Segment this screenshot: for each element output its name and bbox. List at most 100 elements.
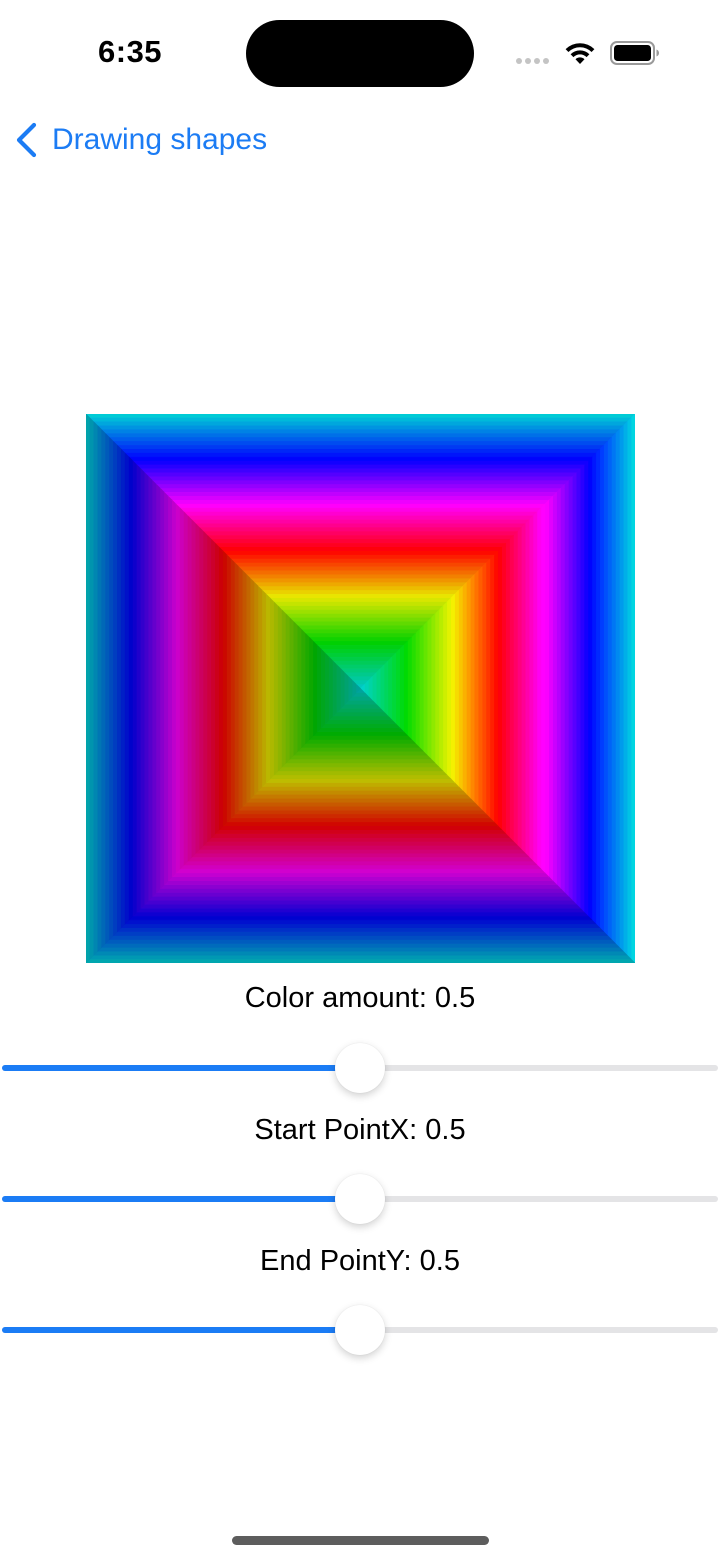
- gradient-band-right: [462, 581, 467, 796]
- gradient-band-right: [524, 519, 530, 858]
- gradient-band-left: [309, 636, 314, 741]
- gradient-band-left: [324, 652, 330, 725]
- gradient-band-top: [151, 480, 570, 485]
- gradient-band-bottom: [195, 848, 526, 854]
- gradient-band-top: [289, 617, 432, 623]
- gradient-band-right: [438, 605, 444, 772]
- gradient-band-right: [387, 656, 393, 721]
- gradient-band-top: [179, 507, 542, 513]
- gradient-band-bottom: [261, 782, 460, 787]
- status-time: 6:35: [98, 34, 163, 69]
- gradient-band-left: [179, 507, 185, 870]
- gradient-band-bottom: [238, 805, 483, 811]
- slider-fill: [2, 1327, 360, 1333]
- gradient-band-left: [199, 526, 204, 851]
- slider-thumb[interactable]: [335, 1174, 385, 1224]
- dynamic-island: [246, 20, 474, 87]
- gradient-band-left: [168, 495, 173, 882]
- gradient-band-bottom: [100, 943, 621, 948]
- gradient-band-right: [626, 417, 632, 960]
- gradient-band-top: [336, 664, 385, 670]
- gradient-band-top: [328, 656, 393, 662]
- gradient-band-left: [348, 676, 353, 701]
- start-point-x-slider[interactable]: [2, 1171, 718, 1227]
- wifi-icon: [565, 43, 595, 64]
- gradient-band-top: [242, 570, 479, 576]
- gradient-band-left: [93, 421, 99, 956]
- gradient-band-bottom: [222, 821, 499, 827]
- gradient-band-right: [379, 664, 385, 713]
- slider-thumb[interactable]: [335, 1043, 385, 1093]
- gradient-band-bottom: [257, 786, 464, 791]
- gradient-band-bottom: [344, 699, 377, 705]
- gradient-band-bottom: [316, 727, 405, 732]
- gradient-band-bottom: [218, 825, 503, 830]
- end-point-y-slider[interactable]: [2, 1302, 718, 1358]
- gradient-band-right: [415, 628, 420, 749]
- gradient-band-bottom: [289, 754, 432, 760]
- gradient-band-top: [112, 441, 609, 446]
- gradient-band-right: [517, 526, 522, 851]
- gradient-band-bottom: [171, 872, 550, 878]
- gradient-band-left: [242, 570, 248, 807]
- gradient-band-top: [297, 625, 424, 630]
- gradient-band-bottom: [128, 915, 593, 921]
- gradient-band-bottom: [332, 711, 389, 717]
- gradient-band-top: [304, 633, 417, 638]
- gradient-band-top: [140, 468, 581, 474]
- gradient-band-left: [191, 519, 197, 858]
- gradient-band-top: [100, 429, 621, 434]
- gradient-band-left: [328, 656, 334, 721]
- gradient-band-top: [230, 558, 491, 564]
- gradient-band-right: [411, 632, 416, 745]
- gradient-band-bottom: [202, 841, 519, 846]
- slider-thumb[interactable]: [335, 1305, 385, 1355]
- gradient-band-right: [536, 507, 542, 870]
- gradient-band-left: [113, 440, 118, 937]
- gradient-band-right: [615, 428, 620, 949]
- gradient-band-left: [101, 428, 106, 949]
- gradient-band-top: [238, 566, 483, 572]
- color-amount-slider[interactable]: [2, 1040, 718, 1096]
- gradient-band-bottom: [93, 950, 628, 956]
- back-button[interactable]: Drawing shapes: [14, 118, 267, 162]
- gradient-band-right: [473, 570, 479, 807]
- gradient-band-top: [261, 590, 460, 595]
- gradient-band-bottom: [336, 707, 385, 713]
- gradient-band-bottom: [265, 778, 456, 783]
- gradient-band-bottom: [159, 884, 562, 889]
- gradient-band-right: [607, 436, 612, 941]
- gradient-band-left: [356, 683, 361, 694]
- gradient-band-right: [501, 542, 506, 835]
- gradient-band-right: [422, 621, 428, 756]
- gradient-band-bottom: [242, 801, 479, 807]
- gradient-band-right: [544, 499, 550, 878]
- gradient-band-left: [89, 417, 95, 960]
- gradient-band-bottom: [328, 715, 393, 721]
- gradient-band-top: [175, 503, 546, 509]
- gradient-band-bottom: [148, 896, 573, 901]
- gradient-band-bottom: [253, 790, 468, 795]
- gradient-band-right: [611, 432, 616, 945]
- gradient-band-bottom: [183, 860, 538, 866]
- gradient-band-right: [583, 460, 589, 917]
- gradient-band-left: [293, 621, 299, 756]
- gradient-band-bottom: [108, 935, 613, 940]
- gradient-band-left: [336, 664, 342, 713]
- gradient-band-left: [258, 585, 263, 792]
- gradient-band-right: [564, 479, 569, 898]
- gradient-band-bottom: [163, 880, 558, 885]
- gradient-band-right: [493, 550, 499, 827]
- gradient-band-bottom: [136, 907, 585, 913]
- gradient-band-top: [148, 476, 573, 481]
- gradient-band-left: [273, 601, 279, 776]
- gradient-band-top: [120, 448, 601, 454]
- gradient-band-left: [226, 554, 232, 823]
- gradient-band-top: [218, 547, 503, 552]
- gradient-band-top: [312, 641, 409, 646]
- gradient-band-top: [281, 609, 440, 615]
- gradient-band-bottom: [104, 939, 617, 944]
- gradient-band-right: [599, 444, 604, 933]
- gradient-band-right: [630, 414, 635, 963]
